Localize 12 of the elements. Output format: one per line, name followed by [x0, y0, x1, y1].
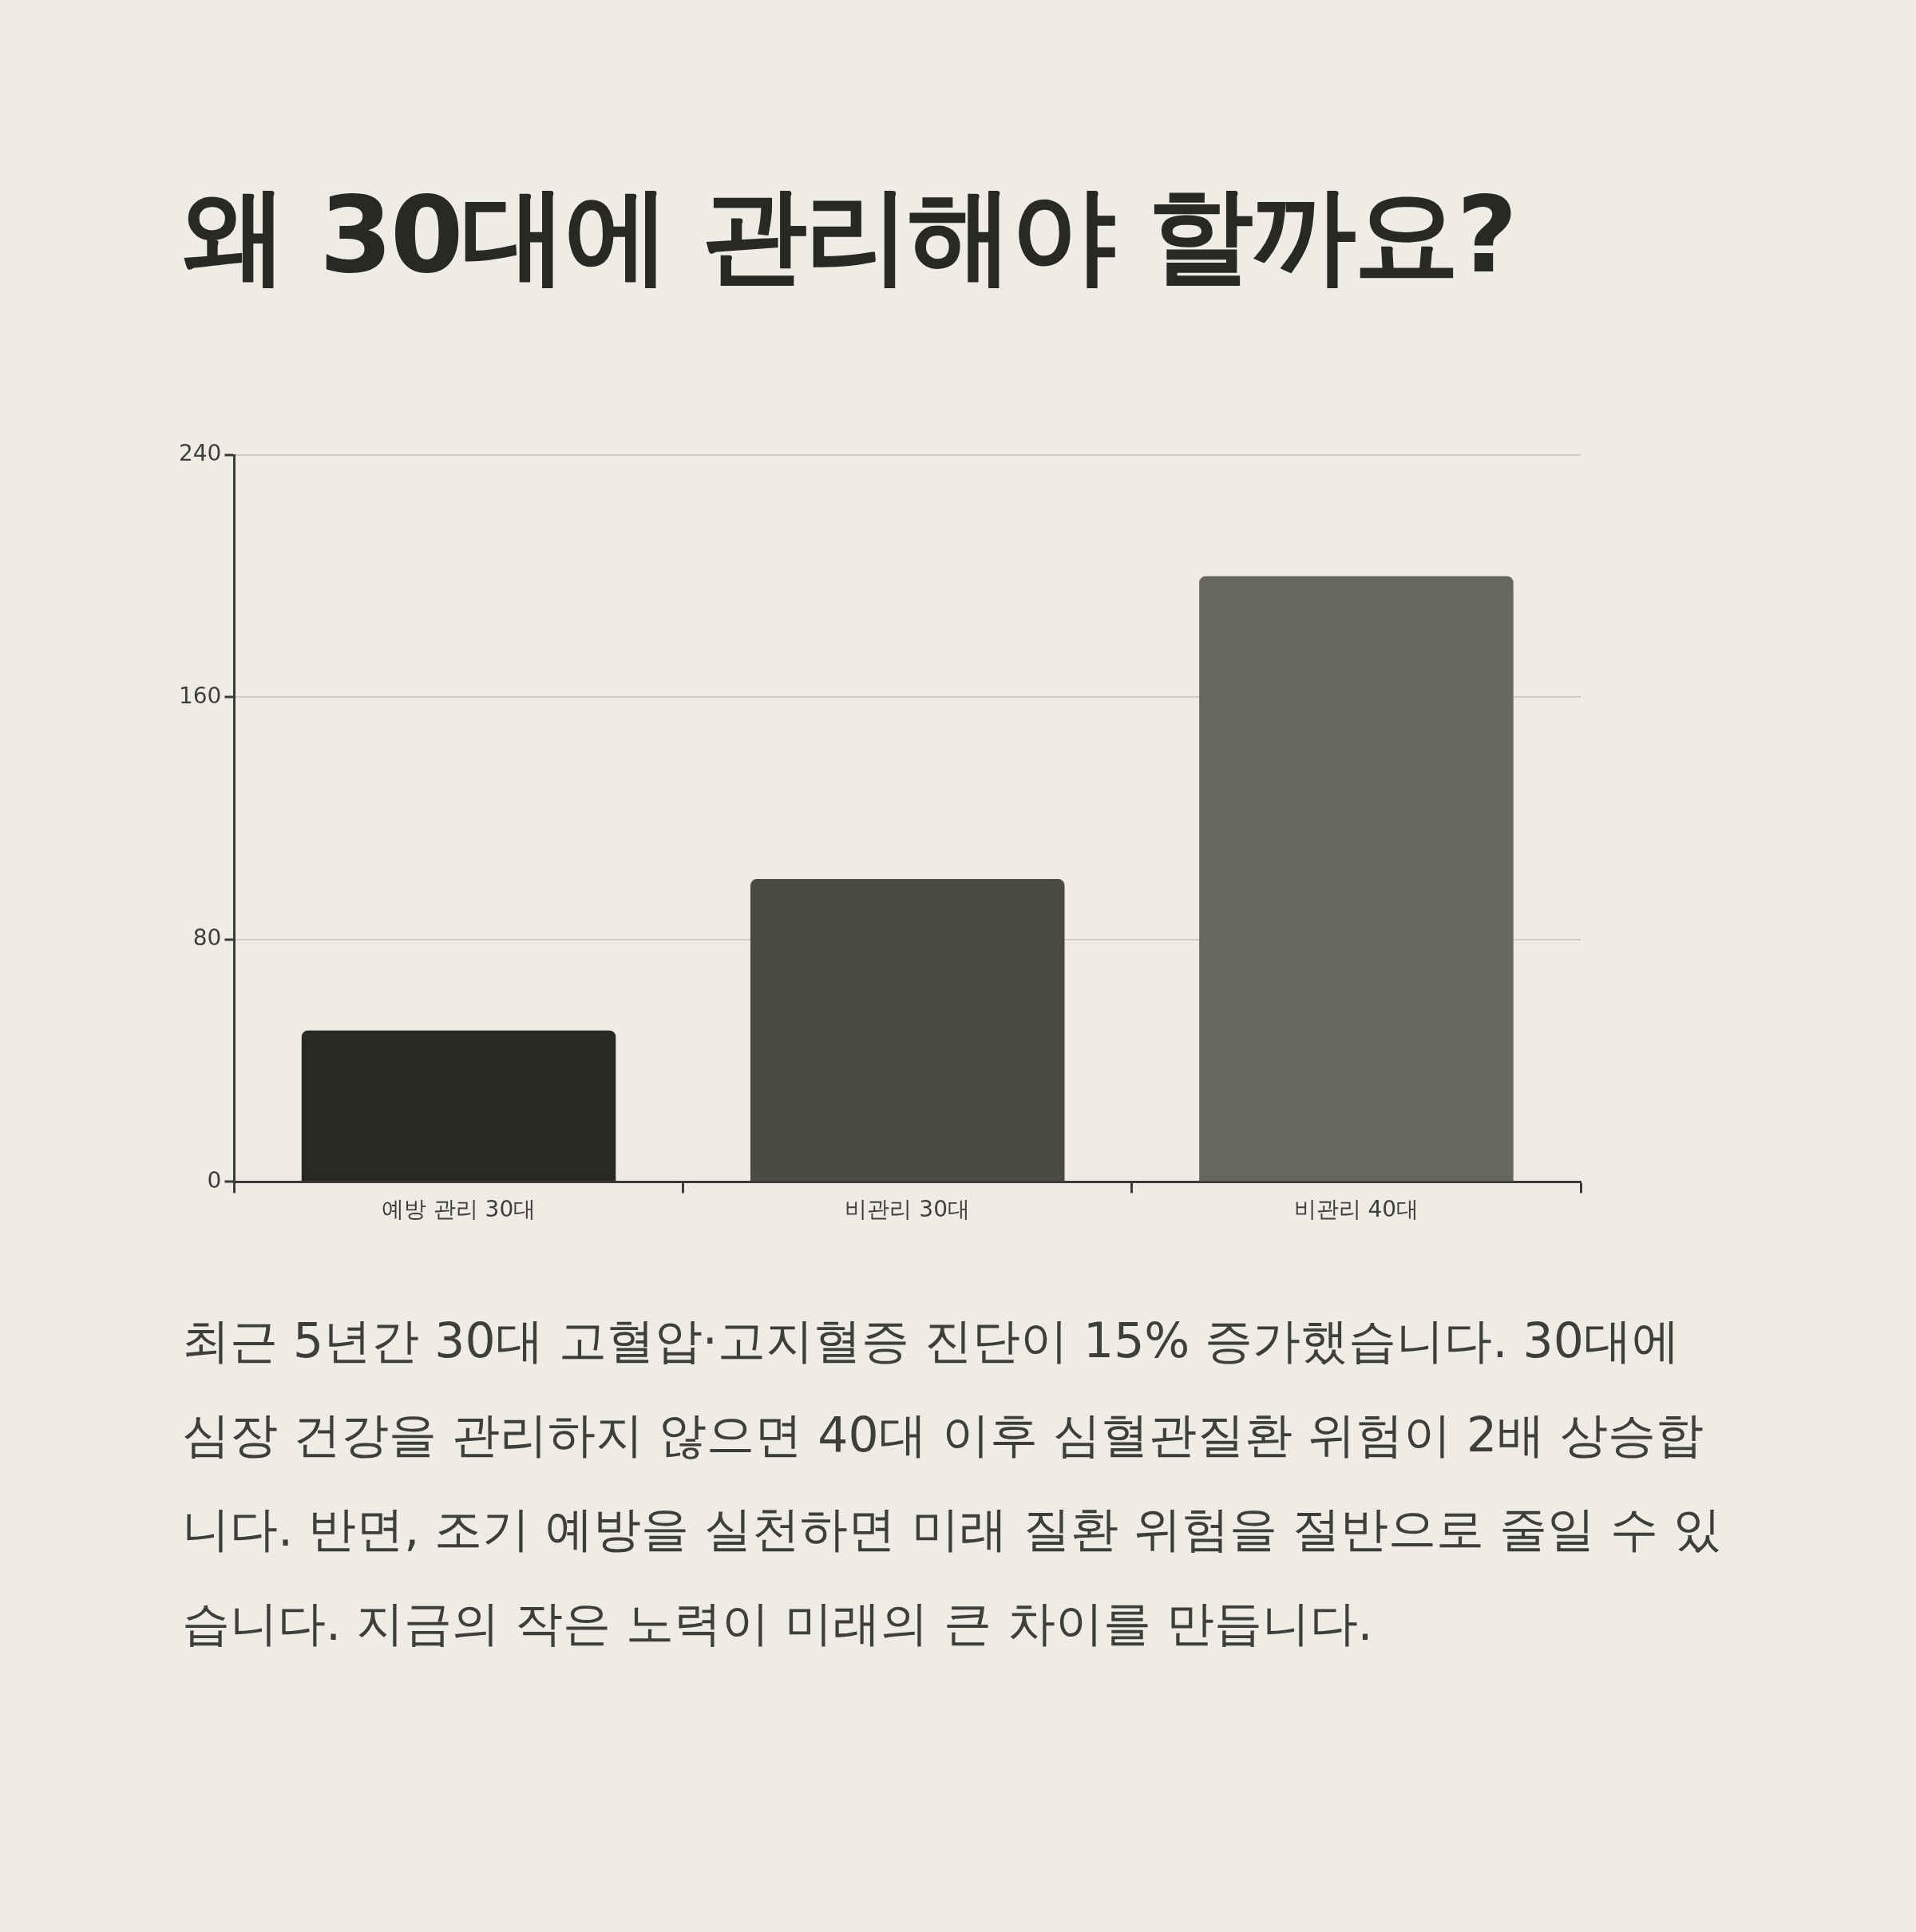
y-tick-label: 80 [192, 924, 222, 952]
y-tick-label: 0 [207, 1166, 222, 1194]
bar [301, 1030, 616, 1182]
x-tick-label: 예방 관리 30대 [381, 1196, 536, 1223]
bar [750, 879, 1065, 1182]
chart-title: 왜 30대에 관리해야 할까요? [182, 172, 1516, 298]
text: 최근 5년간 30대 고혈압·고지혈증 진단이 15% 증가했습니다. 30대에 심장 건강을 관리하지 않으면 40대 이후 심혈관질환 위험이 2배 상승합니다. 반면, 조기 예방을 실천하면 미래 질환 위험을 절반으로 줄일 수 있습니다. 지금의 작은 노력이 미래의 큰 차이를 만듭니다. [182, 1312, 1722, 1653]
x-tick-label: 비관리 30대 [845, 1196, 970, 1223]
y-tick-label: 160 [178, 682, 222, 709]
y-tick-label: 240 [178, 440, 222, 467]
x-tick-label: 비관리 40대 [1293, 1196, 1419, 1223]
bar [1199, 576, 1514, 1182]
